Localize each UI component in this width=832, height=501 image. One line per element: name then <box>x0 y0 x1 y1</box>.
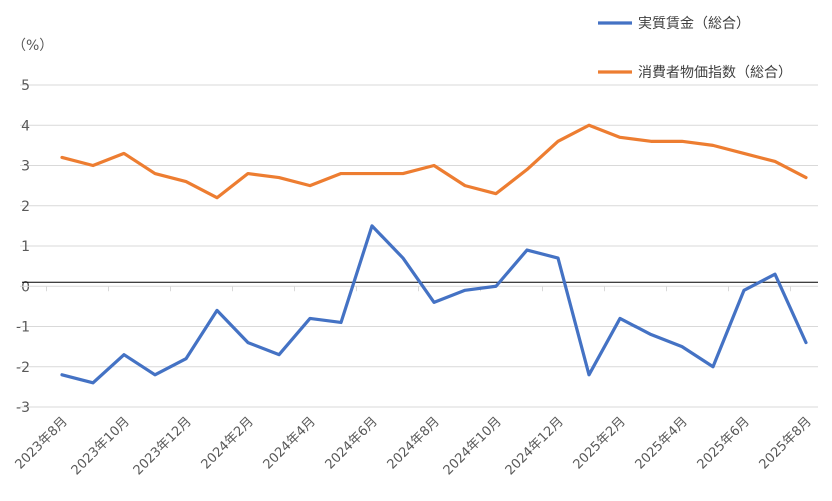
x-tick-label: 2025年2月 <box>571 414 629 472</box>
x-tick-label: 2024年2月 <box>199 414 257 472</box>
x-tick-label: 2024年10月 <box>441 414 505 478</box>
x-tick-label: 2024年12月 <box>503 414 567 478</box>
y-tick-label: -3 <box>16 400 30 416</box>
y-tick-label: -2 <box>16 360 30 376</box>
x-tick-label: 2024年6月 <box>323 414 381 472</box>
x-tick-label: 2025年8月 <box>757 414 815 472</box>
y-tick-label: 2 <box>21 199 30 215</box>
y-tick-label: 0 <box>21 279 30 295</box>
legend-label: 消費者物価指数（総合） <box>638 65 792 81</box>
y-tick-label: 3 <box>21 159 30 175</box>
series-line-real-wages <box>60 224 808 385</box>
series-line-cpi <box>60 123 808 200</box>
x-tick-label: 2025年4月 <box>633 414 691 472</box>
y-axis-label: （%） <box>12 38 53 54</box>
legend-label: 実質賃金（総合） <box>638 16 750 32</box>
x-tick-label: 2023年12月 <box>131 414 195 478</box>
y-tick-label: 4 <box>21 118 30 134</box>
y-tick-label: 5 <box>21 78 30 94</box>
x-tick-label: 2023年8月 <box>13 414 71 472</box>
x-tick-label: 2024年8月 <box>385 414 443 472</box>
y-tick-label: 1 <box>21 239 30 255</box>
x-tick-label: 2023年10月 <box>69 414 133 478</box>
y-tick-label: -1 <box>16 320 30 336</box>
x-tick-label: 2025年6月 <box>695 414 753 472</box>
x-tick-label: 2024年4月 <box>261 414 319 472</box>
